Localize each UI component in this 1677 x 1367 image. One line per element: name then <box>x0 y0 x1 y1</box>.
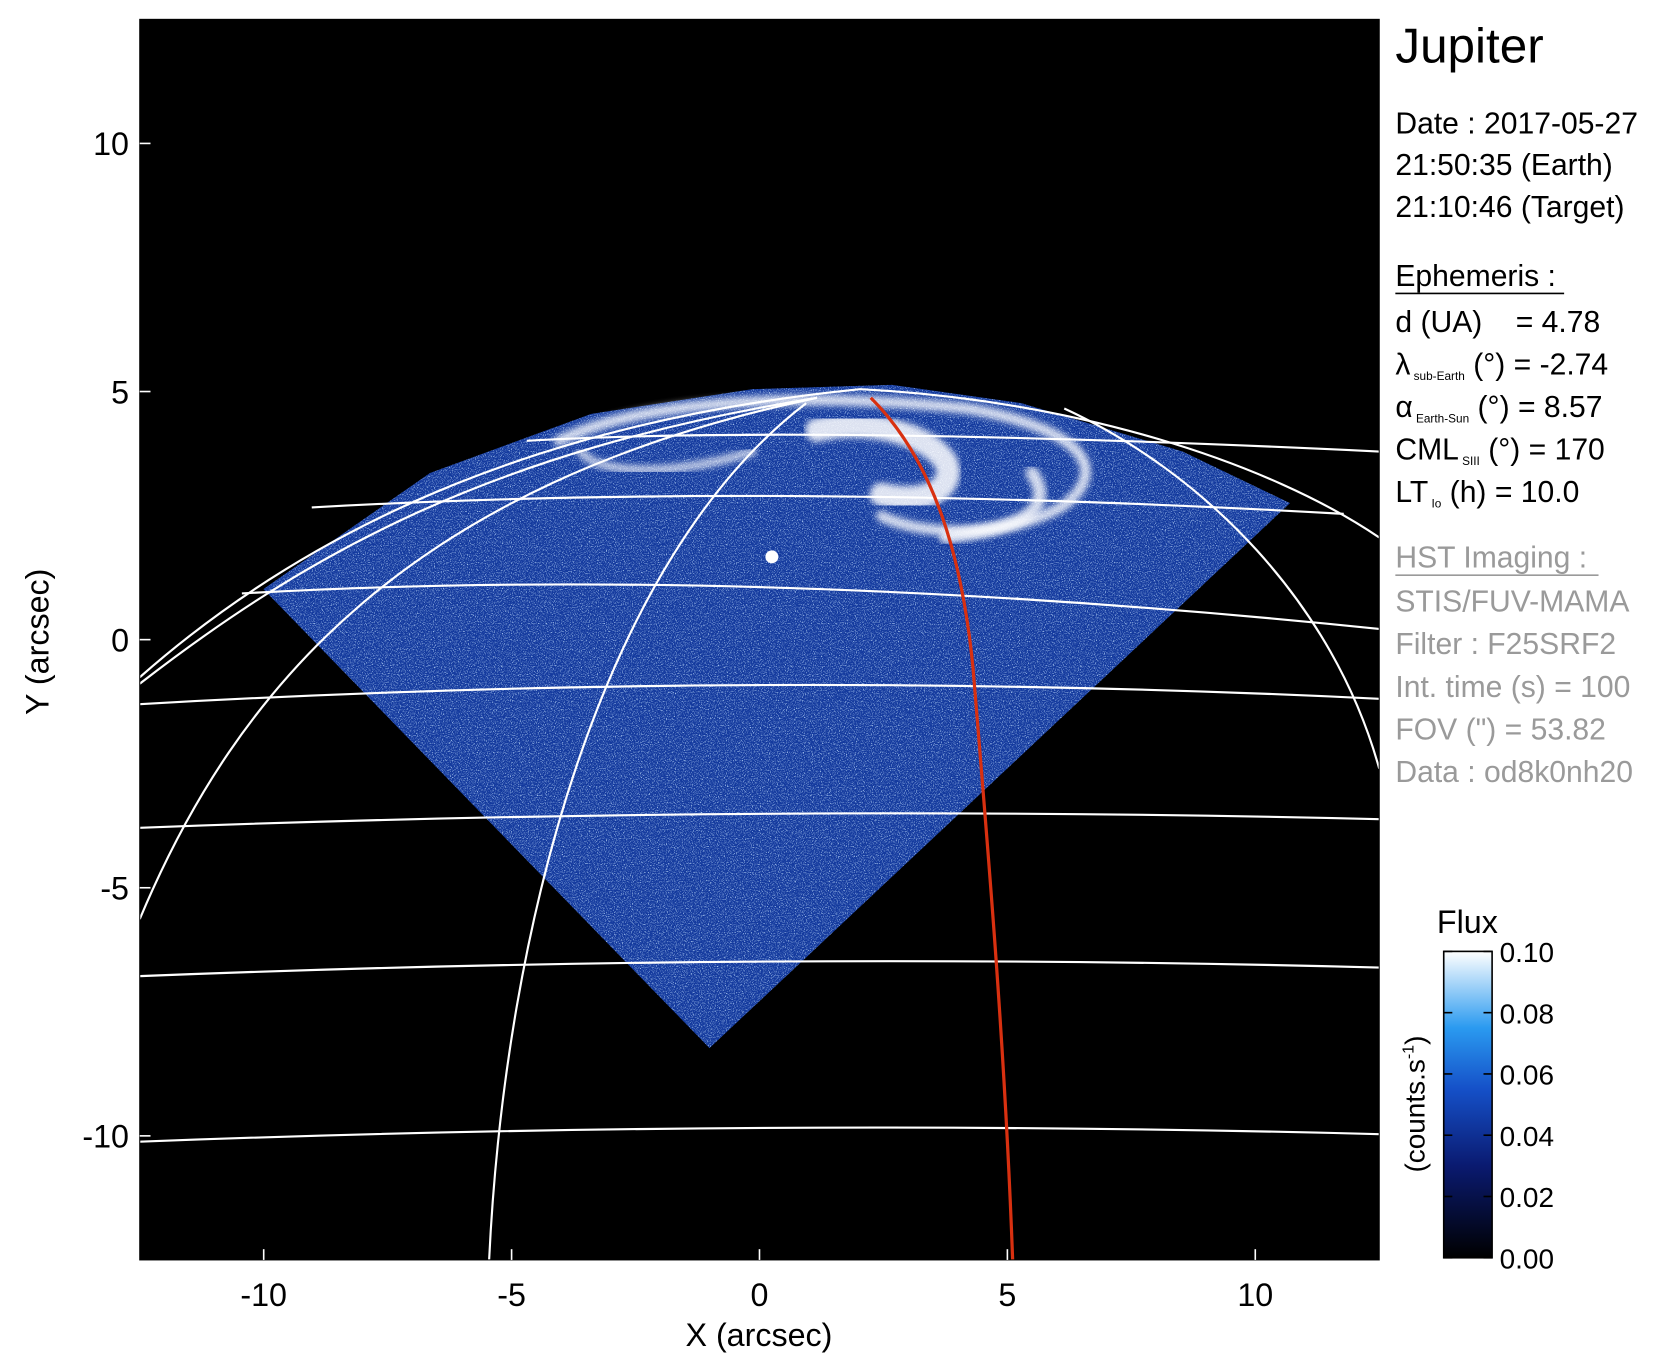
x-tick-label: -10 <box>240 1277 287 1313</box>
ephemeris-text: LT <box>1395 476 1428 509</box>
ephemeris-text: (°) = -2.74 <box>1465 349 1608 382</box>
imaging-row: Int. time (s) = 100 <box>1395 671 1630 704</box>
colorbar-label-end: ) <box>1399 1036 1430 1045</box>
planet-grid <box>139 388 1380 1260</box>
colorbar-title: Flux <box>1437 904 1498 940</box>
x-tick-label: -5 <box>497 1277 526 1313</box>
colorbar-tick-label: 0.08 <box>1500 998 1554 1029</box>
x-tick-label: 5 <box>998 1277 1016 1313</box>
ephemeris-text: α <box>1395 391 1412 424</box>
panel-title: Jupiter <box>1395 18 1543 73</box>
y-tick-label: -10 <box>82 1119 129 1155</box>
date-line: 21:50:35 (Earth) <box>1395 149 1612 182</box>
colorbar-label-text: (counts.s <box>1399 1059 1430 1172</box>
date-line: Date : 2017-05-27 <box>1395 107 1638 140</box>
ephemeris-text: d (UA) = 4.78 <box>1395 306 1600 339</box>
colorbar-tick-label: 0.06 <box>1500 1060 1554 1091</box>
ephemeris-subscript: SIII <box>1462 454 1480 468</box>
colorbar-label: (counts.s-1) <box>1399 1036 1430 1173</box>
ephemeris-row: α Earth-Sun (°) = 8.57 <box>1395 391 1602 425</box>
ephemeris-text: (°) = 8.57 <box>1469 391 1602 424</box>
colorbar-tick-label: 0.04 <box>1500 1121 1554 1152</box>
ephemeris-row: λ sub-Earth (°) = -2.74 <box>1395 349 1608 383</box>
colorbar-tick-label: 0.00 <box>1500 1244 1554 1275</box>
ephemeris-subscript: Io <box>1431 496 1441 510</box>
y-tick-label: 10 <box>93 126 129 162</box>
imaging-heading: HST Imaging : <box>1395 542 1587 575</box>
imaging-row: Data : od8k0nh20 <box>1395 756 1633 789</box>
fov-noise <box>263 384 1290 1049</box>
ephemeris-row: LT Io (h) = 10.0 <box>1395 476 1579 510</box>
ephemeris-row: d (UA) = 4.78 <box>1395 306 1600 339</box>
colorbar-tick-label: 0.02 <box>1500 1182 1554 1213</box>
imaging-row: Filter : F25SRF2 <box>1395 628 1616 661</box>
x-axis-label: X (arcsec) <box>685 1317 832 1353</box>
image-area <box>139 19 1380 1260</box>
ephemeris-text: (°) = 170 <box>1480 434 1605 467</box>
ephemeris-heading: Ephemeris : <box>1395 260 1556 293</box>
ephemeris-row: CML SIII (°) = 170 <box>1395 434 1604 468</box>
meridian <box>869 396 1015 1260</box>
ephemeris-text: λ <box>1395 349 1410 382</box>
imaging-row: FOV (") = 53.82 <box>1395 713 1606 746</box>
ephemeris-text: CML <box>1395 434 1459 467</box>
ephemeris-text: (h) = 10.0 <box>1441 476 1579 509</box>
y-tick-label: 5 <box>111 374 129 410</box>
y-tick-label: -5 <box>100 871 129 907</box>
ephemeris-subscript: sub-Earth <box>1414 369 1465 383</box>
x-tick-label: 10 <box>1237 1277 1273 1313</box>
ephemeris-subscript: Earth-Sun <box>1416 411 1469 425</box>
x-tick-label: 0 <box>751 1277 769 1313</box>
imaging-row: STIS/FUV-MAMA <box>1395 586 1630 619</box>
colorbar-label-sup: -1 <box>1400 1045 1418 1059</box>
colorbar <box>1442 950 1493 1259</box>
colorbar-tick-label: 0.10 <box>1500 937 1554 968</box>
date-line: 21:10:46 (Target) <box>1395 191 1624 224</box>
y-axis-label: Y (arcsec) <box>19 569 55 715</box>
y-tick-label: 0 <box>111 622 129 658</box>
